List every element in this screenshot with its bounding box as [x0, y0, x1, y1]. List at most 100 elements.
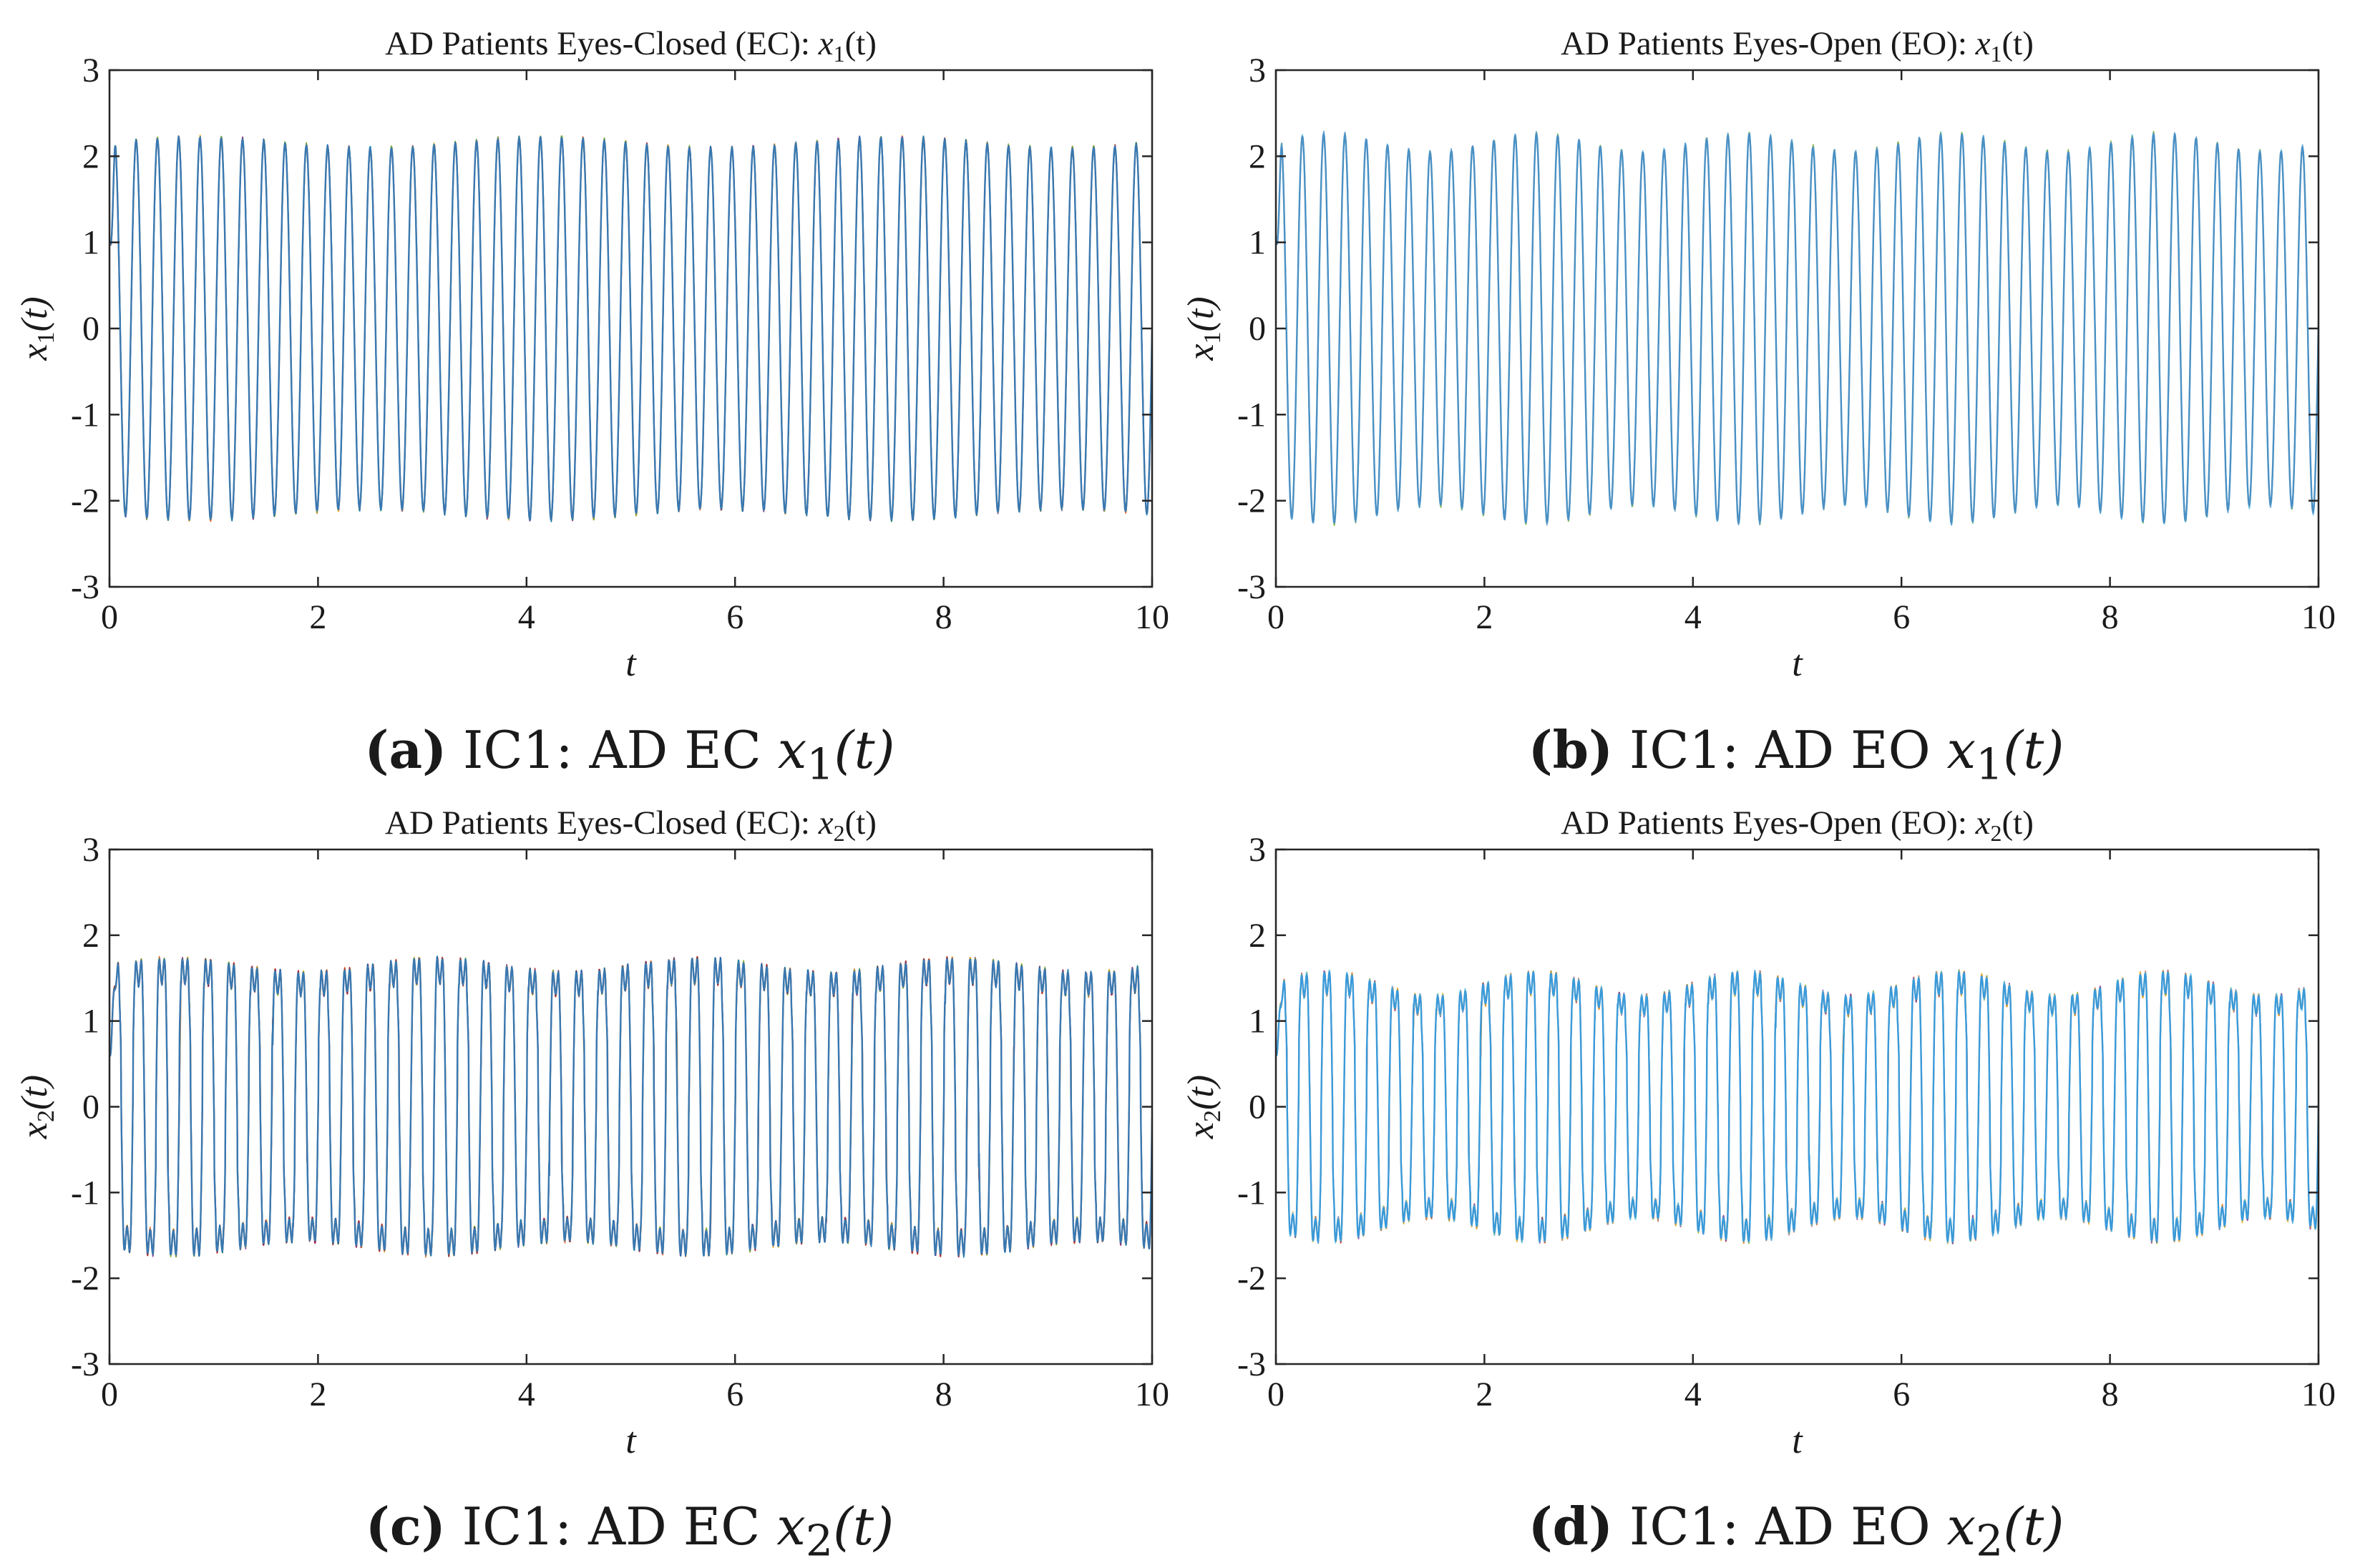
chart-title: AD Patients Eyes-Open (EO): x2(t) — [1561, 804, 2034, 846]
y-tick-label: 1 — [1249, 1003, 1266, 1041]
y-tick-label: -1 — [71, 1174, 99, 1212]
caption-var: x — [777, 720, 807, 780]
chart-title: AD Patients Eyes-Closed (EC): x2(t) — [385, 804, 877, 846]
x-tick-label: 10 — [1135, 598, 1169, 636]
y-tick-label: 0 — [82, 1089, 99, 1126]
x-tick-label: 4 — [518, 598, 535, 636]
y-tick-label: 2 — [82, 137, 99, 175]
traces — [109, 955, 1152, 1258]
y-tick-label: -1 — [1237, 1174, 1266, 1212]
x-tick-label: 4 — [518, 1375, 535, 1413]
caption-b: (b) IC1: AD EO x1(t) — [1166, 719, 2355, 789]
caption-var: x — [1946, 720, 1976, 780]
series-line-5 — [1276, 971, 2319, 1242]
y-tick-label: 1 — [82, 1003, 99, 1041]
caption-text: IC1: AD EC — [447, 720, 778, 780]
caption-c: (c) IC1: AD EC x2(t) — [0, 1496, 1259, 1566]
x-tick-label: 8 — [2102, 1375, 2119, 1413]
caption-text: IC1: AD EO — [1613, 1496, 1947, 1557]
y-tick-label: 0 — [82, 310, 99, 348]
caption-sub: 1 — [806, 739, 834, 790]
y-tick-label: -2 — [71, 1260, 99, 1297]
caption-text: IC1: AD EO — [1613, 720, 1947, 780]
y-axis-label: x1(t) — [14, 296, 59, 361]
traces — [1276, 969, 2319, 1245]
caption-arg: (t) — [833, 1496, 894, 1557]
x-tick-label: 2 — [1476, 1375, 1493, 1413]
y-tick-label: 3 — [1249, 52, 1266, 89]
series-line-5 — [109, 137, 1152, 520]
y-tick-label: -2 — [1237, 482, 1266, 520]
y-tick-label: 2 — [1249, 137, 1266, 175]
y-tick-label: -3 — [71, 568, 99, 606]
y-tick-label: 2 — [82, 917, 99, 955]
x-axis-label: t — [625, 1421, 637, 1461]
x-tick-label: 10 — [2301, 598, 2336, 636]
caption-letter: (b) — [1528, 719, 1614, 780]
y-tick-label: -1 — [71, 396, 99, 434]
caption-d: (d) IC1: AD EO x2(t) — [1166, 1496, 2355, 1566]
traces — [1276, 130, 2319, 526]
x-axis-label: t — [625, 643, 637, 684]
x-tick-label: 6 — [1893, 1375, 1910, 1413]
x-tick-label: 0 — [1267, 1375, 1284, 1413]
caption-sub: 2 — [1976, 1516, 2004, 1567]
x-tick-label: 8 — [935, 598, 952, 636]
y-tick-label: -3 — [1237, 568, 1266, 606]
caption-arg: (t) — [2003, 720, 2064, 780]
y-tick-label: 3 — [82, 52, 99, 89]
y-tick-label: 2 — [1249, 917, 1266, 955]
x-axis-label: t — [1792, 1421, 1803, 1461]
caption-sub: 2 — [805, 1516, 834, 1567]
caption-letter: (a) — [364, 719, 447, 780]
x-tick-label: 2 — [309, 1375, 326, 1413]
x-tick-label: 6 — [1893, 598, 1910, 636]
y-tick-label: -3 — [1237, 1345, 1266, 1383]
x-tick-label: 0 — [1267, 598, 1284, 636]
caption-text: IC1: AD EC — [445, 1496, 777, 1557]
y-tick-label: -3 — [71, 1345, 99, 1383]
x-tick-label: 10 — [2301, 1375, 2336, 1413]
caption-a: (a) IC1: AD EC x1(t) — [0, 719, 1259, 789]
y-tick-label: 1 — [1249, 224, 1266, 262]
y-axis-label: x2(t) — [14, 1075, 59, 1139]
caption-arg: (t) — [834, 720, 895, 780]
y-tick-label: 0 — [1249, 1089, 1266, 1126]
x-tick-label: 0 — [101, 1375, 118, 1413]
x-tick-label: 8 — [935, 1375, 952, 1413]
caption-sub: 1 — [1976, 739, 2004, 790]
x-axis-label: t — [1792, 643, 1803, 684]
x-tick-label: 4 — [1684, 598, 1702, 636]
y-axis-label: x1(t) — [1181, 296, 1226, 361]
x-tick-label: 6 — [726, 1375, 743, 1413]
y-tick-label: 1 — [82, 224, 99, 262]
y-tick-label: 3 — [82, 831, 99, 869]
x-tick-label: 2 — [1476, 598, 1493, 636]
traces — [109, 134, 1152, 522]
series-line-3 — [1276, 133, 2319, 524]
series-line-6 — [109, 958, 1152, 1256]
x-tick-label: 10 — [1135, 1375, 1169, 1413]
y-tick-label: 3 — [1249, 831, 1266, 869]
chart-title: AD Patients Eyes-Open (EO): x1(t) — [1561, 25, 2034, 67]
x-tick-label: 2 — [309, 598, 326, 636]
caption-letter: (c) — [365, 1496, 446, 1557]
chart-title: AD Patients Eyes-Closed (EC): x1(t) — [385, 25, 877, 67]
x-tick-label: 0 — [101, 598, 118, 636]
y-tick-label: -2 — [71, 482, 99, 520]
caption-letter: (d) — [1528, 1496, 1614, 1557]
x-tick-label: 6 — [726, 598, 743, 636]
x-tick-label: 4 — [1684, 1375, 1702, 1413]
caption-var: x — [776, 1496, 806, 1557]
caption-arg: (t) — [2003, 1496, 2064, 1557]
y-tick-label: -2 — [1237, 1260, 1266, 1297]
y-tick-label: -1 — [1237, 396, 1266, 434]
x-tick-label: 8 — [2102, 598, 2119, 636]
caption-var: x — [1946, 1496, 1976, 1557]
y-axis-label: x2(t) — [1181, 1075, 1226, 1139]
